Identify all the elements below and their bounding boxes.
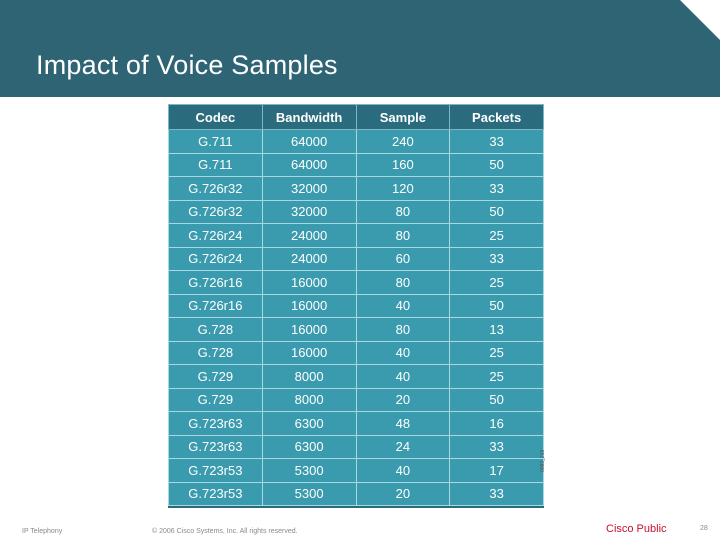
- cell-bandwidth: 32000: [261, 199, 357, 224]
- cell-bandwidth: 24000: [261, 223, 357, 248]
- slide-title: Impact of Voice Samples: [36, 50, 338, 80]
- cell-codec: G.726r32: [168, 199, 263, 224]
- cell-sample: 40: [355, 458, 451, 483]
- header-codec: Codec: [168, 104, 263, 130]
- cell-packets: 25: [449, 270, 544, 295]
- table-row: G.726r24 24000 60 33: [168, 246, 544, 271]
- cell-codec: G.723r63: [168, 411, 263, 436]
- cell-packets: 33: [449, 434, 544, 459]
- table-row: G.726r16 16000 80 25: [168, 270, 544, 295]
- cell-bandwidth: 5300: [261, 481, 357, 506]
- table-header-row: Codec Bandwidth Sample Packets: [168, 104, 544, 130]
- cell-packets: 33: [449, 129, 544, 154]
- footer-course-name: IP Telephony: [22, 528, 63, 535]
- cell-codec: G.723r53: [168, 481, 263, 506]
- cell-packets: 33: [449, 481, 544, 506]
- cell-codec: G.726r24: [168, 246, 263, 271]
- table-body: G.711 64000 240 33 G.711 64000 160 50 G.726r32 32…: [168, 129, 544, 506]
- table-row: G.726r16 16000 40 50: [168, 293, 544, 318]
- table-row: G.728 16000 80 13: [168, 317, 544, 342]
- cell-bandwidth: 16000: [261, 270, 357, 295]
- table-row: G.723r63 6300 24 33: [168, 434, 544, 459]
- table-row: G.726r32 32000 80 50: [168, 199, 544, 224]
- cell-bandwidth: 16000: [261, 317, 357, 342]
- cell-sample: 80: [355, 270, 451, 295]
- table-row: G.726r24 24000 80 25: [168, 223, 544, 248]
- table-row: G.723r53 5300 20 33: [168, 481, 544, 506]
- cell-sample: 20: [355, 387, 451, 412]
- cell-packets: 17: [449, 458, 544, 483]
- cell-packets: 13: [449, 317, 544, 342]
- cell-codec: G.729: [168, 387, 263, 412]
- cell-sample: 24: [355, 434, 451, 459]
- table-row: G.726r32 32000 120 33: [168, 176, 544, 201]
- cell-bandwidth: 24000: [261, 246, 357, 271]
- cell-codec: G.726r24: [168, 223, 263, 248]
- cell-packets: 25: [449, 340, 544, 365]
- footer-page-number: 28: [700, 525, 708, 532]
- cell-packets: 50: [449, 199, 544, 224]
- cell-sample: 40: [355, 293, 451, 318]
- cell-packets: 50: [449, 293, 544, 318]
- cell-packets: 33: [449, 176, 544, 201]
- cell-bandwidth: 5300: [261, 458, 357, 483]
- cell-bandwidth: 8000: [261, 387, 357, 412]
- cell-sample: 48: [355, 411, 451, 436]
- cell-packets: 50: [449, 152, 544, 177]
- cell-codec: G.728: [168, 340, 263, 365]
- footer-copyright: © 2006 Cisco Systems, Inc. All rights re…: [152, 528, 298, 535]
- table-row: G.728 16000 40 25: [168, 340, 544, 365]
- cell-codec: G.728: [168, 317, 263, 342]
- cell-codec: G.723r63: [168, 434, 263, 459]
- header-packets: Packets: [449, 104, 544, 130]
- cell-sample: 80: [355, 317, 451, 342]
- cell-codec: G.726r16: [168, 270, 263, 295]
- cell-packets: 25: [449, 364, 544, 389]
- cell-codec: G.711: [168, 152, 263, 177]
- table-row: G.711 64000 240 33: [168, 129, 544, 154]
- header-corner-notch: [680, 0, 720, 40]
- footer-classification: Cisco Public: [606, 523, 667, 535]
- cell-bandwidth: 64000: [261, 152, 357, 177]
- cell-sample: 240: [355, 129, 451, 154]
- cell-sample: 120: [355, 176, 451, 201]
- table-row: G.723r63 6300 48 16: [168, 411, 544, 436]
- header-bandwidth: Bandwidth: [261, 104, 357, 130]
- cell-bandwidth: 8000: [261, 364, 357, 389]
- cell-packets: 33: [449, 246, 544, 271]
- table-row: G.723r53 5300 40 17: [168, 458, 544, 483]
- cell-codec: G.726r16: [168, 293, 263, 318]
- cell-packets: 16: [449, 411, 544, 436]
- cell-bandwidth: 32000: [261, 176, 357, 201]
- cell-bandwidth: 6300: [261, 434, 357, 459]
- cell-sample: 80: [355, 223, 451, 248]
- cell-sample: 40: [355, 364, 451, 389]
- header-sample: Sample: [355, 104, 451, 130]
- cell-bandwidth: 64000: [261, 129, 357, 154]
- cell-packets: 25: [449, 223, 544, 248]
- codec-table: Codec Bandwidth Sample Packets G.711 6400…: [168, 104, 544, 506]
- table-row: G.729 8000 20 50: [168, 387, 544, 412]
- cell-packets: 50: [449, 387, 544, 412]
- header-bar: [0, 0, 720, 97]
- cell-bandwidth: 6300: [261, 411, 357, 436]
- codec-table-frame: Codec Bandwidth Sample Packets G.711 6400…: [168, 104, 544, 508]
- cell-codec: G.729: [168, 364, 263, 389]
- cell-sample: 80: [355, 199, 451, 224]
- table-row: G.711 64000 160 50: [168, 152, 544, 177]
- cell-bandwidth: 16000: [261, 340, 357, 365]
- cell-bandwidth: 16000: [261, 293, 357, 318]
- cell-codec: G.726r32: [168, 176, 263, 201]
- cell-sample: 160: [355, 152, 451, 177]
- cell-sample: 40: [355, 340, 451, 365]
- table-row: G.729 8000 40 25: [168, 364, 544, 389]
- cell-codec: G.723r53: [168, 458, 263, 483]
- cell-sample: 60: [355, 246, 451, 271]
- cell-sample: 20: [355, 481, 451, 506]
- figure-code: 0083_218: [540, 449, 546, 472]
- cell-codec: G.711: [168, 129, 263, 154]
